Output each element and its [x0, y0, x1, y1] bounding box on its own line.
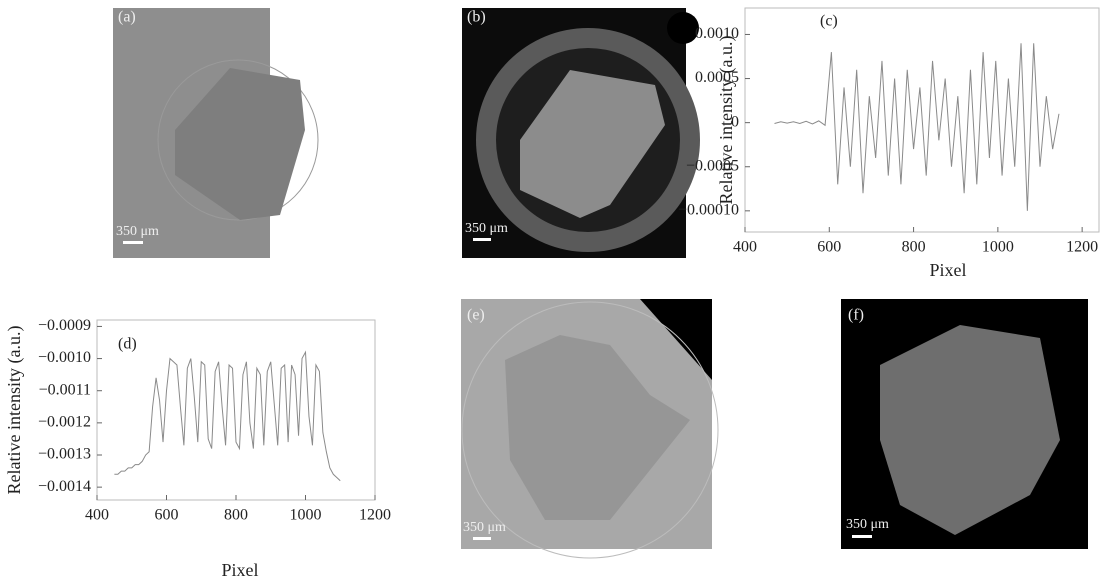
scale-bar — [123, 241, 143, 244]
panel-label: (b) — [467, 9, 486, 26]
sample — [880, 325, 1060, 535]
y-tick-label: −0.0014 — [38, 478, 91, 495]
x-tick-label: 1000 — [982, 239, 1014, 256]
line-series — [774, 43, 1060, 211]
x-axis-title: Pixel — [221, 560, 258, 580]
corner — [640, 299, 712, 380]
y-axis-title: Relative intensity (a.u.) — [716, 36, 737, 205]
panel-label: (d) — [118, 336, 137, 353]
y-tick-label: −0.0011 — [39, 381, 91, 398]
x-tick-label: 600 — [817, 239, 841, 256]
panel-b: (b) 350 μm — [462, 8, 700, 258]
x-tick-label: 1200 — [359, 507, 391, 524]
ring — [461, 301, 719, 559]
y-tick-label: −0.0010 — [38, 349, 91, 366]
x-tick-label: 1000 — [290, 507, 322, 524]
x-tick-label: 400 — [85, 507, 109, 524]
panel-e: (e) 350 μm — [461, 299, 719, 559]
y-tick-label: −0.0012 — [38, 414, 91, 431]
scale-label: 350 μm — [116, 224, 159, 239]
scale-label: 350 μm — [465, 221, 508, 236]
x-tick-label: 400 — [733, 239, 757, 256]
y-tick-label: 0.0005 — [695, 69, 739, 86]
x-axis-title: Pixel — [929, 260, 966, 280]
scale-label: 350 μm — [463, 520, 506, 535]
sample — [520, 70, 665, 218]
sample — [175, 68, 305, 220]
blob — [667, 12, 699, 44]
scale-bar — [852, 535, 872, 538]
y-tick-label: −0.0013 — [38, 446, 91, 463]
panel-label: (a) — [118, 9, 136, 26]
y-axis-title: Relative intensity (a.u.) — [4, 326, 25, 495]
plot-frame — [744, 7, 1100, 233]
y-tick-label: −0.0005 — [686, 157, 739, 174]
x-tick-label: 1200 — [1066, 239, 1098, 256]
y-tick-label: −0.00010 — [678, 202, 739, 219]
x-tick-label: 600 — [155, 507, 179, 524]
panel-label: (c) — [820, 13, 838, 30]
line-series — [114, 350, 341, 482]
panel-label: (e) — [467, 307, 485, 324]
panel-f: (f) 350 μm — [841, 299, 1088, 549]
y-tick-label: −0.0009 — [38, 317, 91, 334]
panel-a: (a) 350 μm — [113, 8, 319, 258]
x-tick-label: 800 — [902, 239, 926, 256]
scale-bar — [473, 238, 491, 241]
y-tick-label: 0 — [731, 113, 739, 130]
plot-frame — [96, 319, 376, 501]
ring — [157, 59, 319, 221]
x-tick-label: 800 — [224, 507, 248, 524]
sample — [505, 335, 690, 520]
y-tick-label: 0.0010 — [695, 25, 739, 42]
panel-label: (f) — [848, 307, 864, 324]
scale-label: 350 μm — [846, 517, 889, 532]
scale-bar — [473, 537, 491, 540]
